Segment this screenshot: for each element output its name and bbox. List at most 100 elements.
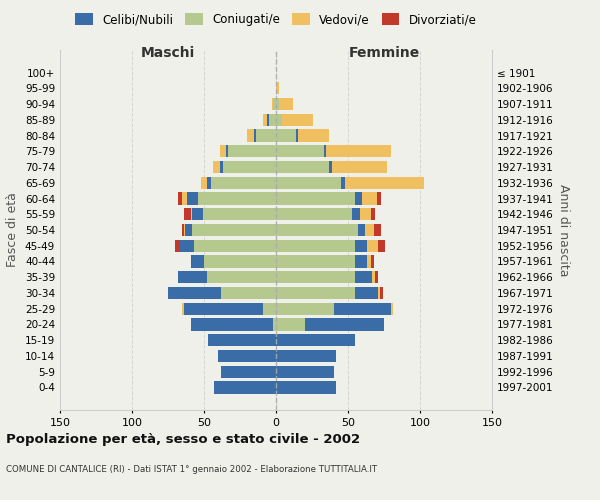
Bar (185, 224, 193, 236)
Bar (367, 240, 378, 252)
Bar (377, 192, 381, 204)
Bar (276, 161, 329, 173)
Bar (221, 287, 276, 299)
Bar (276, 271, 355, 283)
Bar (279, 98, 293, 110)
Bar (191, 208, 193, 220)
Bar (175, 240, 179, 252)
Bar (193, 256, 204, 268)
Bar (272, 98, 273, 110)
Bar (276, 334, 355, 346)
Bar (334, 302, 391, 315)
Bar (178, 271, 207, 283)
Bar (376, 271, 378, 283)
Bar (194, 240, 276, 252)
Bar (298, 130, 329, 141)
Bar (373, 271, 376, 283)
Bar (276, 382, 337, 394)
Bar (184, 208, 191, 220)
Bar (220, 145, 226, 158)
Bar (184, 302, 263, 315)
Bar (282, 114, 313, 126)
Bar (276, 366, 334, 378)
Bar (355, 287, 378, 299)
Bar (276, 287, 355, 299)
Text: Popolazione per età, sesso e stato civile - 2002: Popolazione per età, sesso e stato civil… (6, 432, 360, 446)
Bar (254, 130, 256, 141)
Bar (276, 114, 282, 126)
Bar (371, 208, 376, 220)
Bar (273, 318, 276, 330)
Bar (380, 287, 383, 299)
Bar (182, 302, 184, 315)
Bar (208, 334, 276, 346)
Bar (276, 98, 279, 110)
Bar (263, 302, 276, 315)
Text: COMUNE DI CANTALICE (RI) - Dati ISTAT 1° gennaio 2002 - Elaborazione TUTTITALIA.: COMUNE DI CANTALICE (RI) - Dati ISTAT 1°… (6, 466, 377, 474)
Bar (276, 240, 355, 252)
Text: Maschi: Maschi (141, 46, 195, 60)
Bar (355, 240, 367, 252)
Bar (276, 130, 296, 141)
Bar (201, 176, 207, 189)
Bar (355, 192, 362, 204)
Bar (359, 208, 371, 220)
Legend: Celibi/Nubili, Coniugati/e, Vedovi/e, Divorziati/e: Celibi/Nubili, Coniugati/e, Vedovi/e, Di… (71, 8, 481, 31)
Bar (268, 114, 269, 126)
Bar (247, 130, 254, 141)
Bar (269, 114, 276, 126)
Bar (332, 161, 387, 173)
Bar (276, 82, 279, 94)
Bar (193, 224, 276, 236)
Bar (341, 176, 345, 189)
Bar (276, 256, 355, 268)
Bar (212, 161, 220, 173)
Bar (276, 176, 341, 189)
Bar (263, 114, 268, 126)
Bar (223, 161, 276, 173)
Bar (329, 161, 332, 173)
Bar (276, 302, 334, 315)
Bar (184, 224, 185, 236)
Bar (276, 145, 323, 158)
Bar (256, 130, 276, 141)
Bar (391, 302, 392, 315)
Bar (362, 192, 377, 204)
Bar (358, 224, 365, 236)
Bar (355, 271, 373, 283)
Bar (305, 318, 384, 330)
Bar (378, 240, 385, 252)
Bar (273, 98, 276, 110)
Bar (378, 287, 380, 299)
Bar (326, 145, 391, 158)
Y-axis label: Anni di nascita: Anni di nascita (557, 184, 570, 276)
Bar (276, 224, 358, 236)
Bar (207, 176, 211, 189)
Bar (182, 192, 187, 204)
Bar (296, 130, 298, 141)
Bar (276, 318, 305, 330)
Bar (352, 208, 359, 220)
Bar (203, 208, 276, 220)
Bar (211, 176, 276, 189)
Bar (226, 145, 229, 158)
Bar (355, 256, 367, 268)
Bar (218, 350, 276, 362)
Bar (179, 240, 194, 252)
Bar (276, 350, 337, 362)
Bar (187, 192, 198, 204)
Bar (367, 256, 371, 268)
Bar (229, 145, 276, 158)
Bar (374, 224, 381, 236)
Bar (214, 382, 276, 394)
Bar (345, 176, 424, 189)
Bar (204, 256, 276, 268)
Bar (365, 224, 374, 236)
Bar (182, 224, 184, 236)
Bar (207, 271, 276, 283)
Bar (198, 192, 276, 204)
Bar (276, 208, 352, 220)
Bar (323, 145, 326, 158)
Bar (220, 161, 223, 173)
Bar (276, 192, 355, 204)
